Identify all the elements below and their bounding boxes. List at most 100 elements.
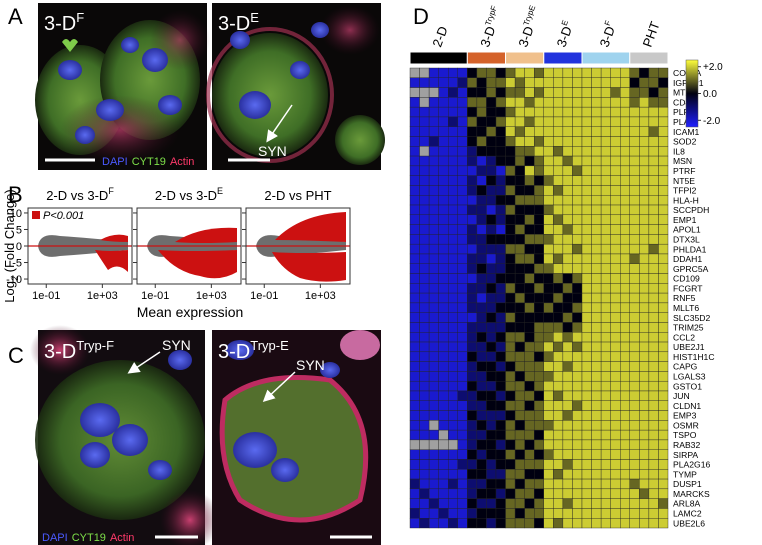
heatmap-cell bbox=[486, 155, 497, 167]
group-label: 3-DTrypF bbox=[476, 4, 505, 49]
heatmap-cell bbox=[572, 204, 583, 216]
heatmap-cell bbox=[581, 263, 592, 274]
heatmap-cell bbox=[639, 126, 650, 137]
heatmap-cell bbox=[514, 312, 525, 323]
heatmap-cell bbox=[600, 332, 611, 343]
heatmap-cell bbox=[448, 488, 458, 499]
heatmap-cell bbox=[495, 253, 506, 264]
heatmap-cell bbox=[419, 97, 430, 108]
heatmap-cell bbox=[562, 155, 573, 167]
heatmap-cell bbox=[409, 136, 420, 147]
heatmap-cell bbox=[486, 469, 497, 480]
heatmap-cell bbox=[495, 67, 506, 78]
heatmap-cell bbox=[467, 518, 478, 529]
heatmap-cell bbox=[457, 87, 468, 98]
heatmap-cell bbox=[409, 126, 420, 137]
heatmap-cell bbox=[658, 302, 669, 313]
heatmap-cell bbox=[486, 439, 497, 450]
heatmap-cell bbox=[428, 87, 439, 98]
heatmap-cell bbox=[486, 77, 497, 88]
heatmap-cell bbox=[629, 97, 640, 108]
heatmap-cell bbox=[419, 302, 430, 313]
row-label: ICAM1 bbox=[673, 127, 699, 137]
heatmap-cell bbox=[534, 371, 544, 382]
heatmap-cell bbox=[562, 106, 573, 118]
row-label: PLP2 bbox=[673, 107, 694, 117]
heatmap-cell bbox=[553, 420, 564, 431]
heatmap-cell bbox=[610, 420, 621, 431]
heatmap-cell bbox=[658, 195, 669, 206]
heatmap-cell bbox=[639, 449, 650, 460]
heatmap-cell bbox=[476, 292, 487, 304]
heatmap-cell bbox=[562, 371, 573, 382]
heatmap-cell bbox=[428, 77, 439, 88]
heatmap-cell bbox=[419, 469, 430, 480]
heatmap-cell bbox=[514, 263, 525, 274]
heatmap-cell bbox=[553, 165, 564, 176]
heatmap-cell bbox=[524, 498, 535, 509]
heatmap-cell bbox=[572, 312, 583, 323]
heatmap-cell bbox=[562, 478, 573, 490]
heatmap-cell bbox=[486, 371, 497, 382]
heatmap-cell bbox=[534, 273, 544, 284]
heatmap-cell bbox=[409, 273, 420, 284]
group-bar bbox=[505, 51, 545, 65]
heatmap-cell bbox=[572, 273, 583, 284]
heatmap-cell bbox=[486, 400, 497, 411]
heatmap-cell bbox=[409, 518, 420, 529]
heatmap-cell bbox=[534, 204, 544, 216]
heatmap-cell bbox=[639, 253, 650, 264]
heatmap-cell bbox=[486, 341, 497, 353]
heatmap-cell bbox=[581, 508, 592, 519]
heatmap-cell bbox=[553, 371, 564, 382]
row-label: SOD2 bbox=[673, 137, 697, 147]
heatmap-cell bbox=[553, 224, 564, 235]
heatmap-cell bbox=[486, 214, 497, 225]
heatmap-cell bbox=[534, 165, 544, 176]
heatmap-cell bbox=[648, 283, 659, 294]
heatmap-cell bbox=[514, 283, 525, 294]
heatmap-cell bbox=[419, 67, 430, 78]
heatmap-cell bbox=[639, 508, 650, 519]
heatmap-cell bbox=[457, 126, 468, 137]
heatmap-cell bbox=[486, 165, 497, 176]
heatmap-cell bbox=[476, 165, 487, 176]
heatmap-cell bbox=[562, 390, 573, 401]
x-tick-label: 1e+03 bbox=[305, 290, 336, 302]
heatmap-cell bbox=[562, 195, 573, 206]
heatmap-cell bbox=[658, 429, 669, 441]
label: 3-D bbox=[477, 24, 498, 49]
heatmap-cell bbox=[524, 243, 535, 255]
heatmap-cell bbox=[553, 488, 564, 499]
heatmap-cell bbox=[438, 155, 449, 167]
y-axis-label: Log2 (Fold Change) bbox=[2, 189, 20, 302]
heatmap-cell bbox=[648, 341, 659, 353]
heatmap-cell bbox=[620, 126, 630, 137]
heatmap-cell bbox=[620, 400, 630, 411]
heatmap-cell bbox=[639, 292, 650, 304]
heatmap-cell bbox=[553, 253, 564, 264]
heatmap-cell bbox=[620, 67, 630, 78]
heatmap-cell bbox=[448, 498, 458, 509]
heatmap-cell bbox=[658, 410, 669, 421]
heatmap-cell bbox=[448, 332, 458, 343]
heatmap-cell bbox=[610, 136, 621, 147]
heatmap-cell bbox=[438, 224, 449, 235]
heatmap-cell bbox=[600, 351, 611, 362]
heatmap-cell bbox=[572, 67, 583, 78]
heatmap-cell bbox=[476, 273, 487, 284]
heatmap-cell bbox=[553, 214, 564, 225]
heatmap-cell bbox=[495, 292, 506, 304]
heatmap-cell bbox=[514, 204, 525, 216]
heatmap-cell bbox=[591, 116, 602, 127]
heatmap-cell bbox=[562, 136, 573, 147]
heatmap-cell bbox=[495, 77, 506, 88]
heatmap-cell bbox=[658, 146, 669, 157]
heatmap-cell bbox=[514, 243, 525, 255]
heatmap-cell bbox=[476, 224, 487, 235]
heatmap-cell bbox=[591, 390, 602, 401]
heatmap-cell bbox=[581, 420, 592, 431]
heatmap-cell bbox=[620, 518, 630, 529]
panel-label: C bbox=[8, 343, 24, 368]
